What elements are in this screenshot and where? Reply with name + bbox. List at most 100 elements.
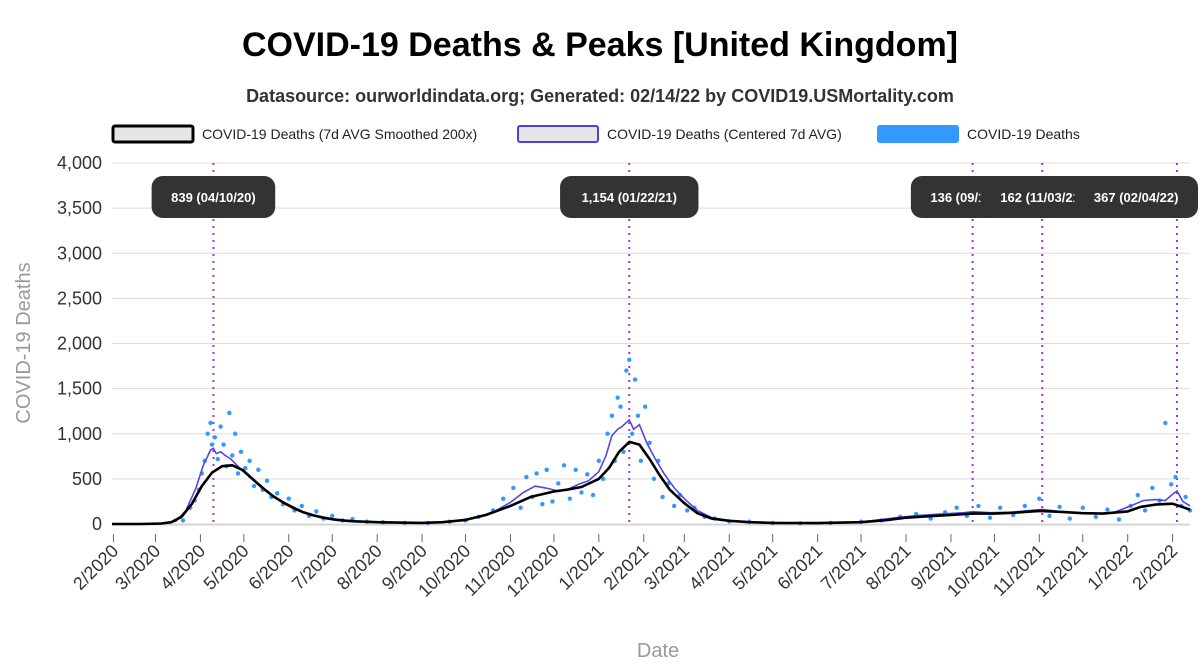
x-tick-label: 5/2021 [728,541,781,594]
daily-death-point [251,483,257,489]
daily-death-point [600,476,606,482]
peak-label-box [560,176,699,218]
x-tick-label: 3/2020 [111,541,164,594]
y-axis-title: COVID-19 Deaths [13,262,35,423]
legend-label-3: COVID-19 Deaths [967,126,1080,142]
daily-death-point [1047,513,1052,519]
daily-death-point [1150,485,1155,491]
daily-death-point [221,442,226,447]
daily-death-point [671,503,677,509]
peak-label-text: 367 (02/04/22) [1094,190,1179,205]
y-tick-label: 500 [72,469,102,489]
daily-death-point [638,458,644,464]
y-tick-label: 4,000 [57,153,102,173]
legend-label-2: COVID-19 Deaths (Centered 7d AVG) [607,126,842,142]
chart-subtitle: Datasource: ourworldindata.org; Generate… [246,86,954,106]
daily-death-point [685,508,690,513]
x-tick-label: 3/2021 [640,541,693,594]
x-tick-label: 6/2021 [773,541,826,594]
y-tick-label: 0 [92,514,102,534]
grid-lines [112,162,1190,525]
daily-death-point [1183,494,1188,500]
daily-death-point [232,431,238,436]
peak-label-box [1074,176,1198,218]
daily-death-point [264,478,270,483]
daily-death-point [609,413,615,418]
daily-death-point [1116,517,1122,522]
y-tick-label: 3,000 [57,243,102,263]
daily-death-point [1135,492,1141,498]
daily-death-point [561,463,567,468]
y-tick-label: 1,500 [57,379,102,399]
peak-label-box [980,176,1105,218]
daily-death-point [1067,516,1072,521]
daily-death-point [632,377,638,382]
daily-death-point [624,368,629,373]
daily-death-point [976,503,981,509]
x-tick-label: 4/2020 [156,541,209,594]
peak-labels: 839 (04/10/20) 1,154 (01/22/21) 136 (09/16… [151,176,1198,218]
peak-label-text: 162 (11/03/21) [1000,190,1084,205]
legend-swatch-1 [111,124,195,144]
daily-death-point [180,518,186,523]
daily-death-point [238,449,244,454]
daily-death-point [643,404,648,409]
x-tick-label: 7/2020 [288,541,341,594]
daily-death-point [635,413,641,418]
daily-death-point [299,503,305,509]
daily-death-point [651,476,657,482]
x-axis-title: Date [637,640,679,662]
daily-death-point [544,467,549,473]
daily-death-point [627,357,632,362]
y-tick-label: 2,000 [57,334,102,354]
daily-death-point [540,501,545,507]
daily-death-point [629,431,635,436]
daily-death-point [954,505,959,510]
x-tick-label: 1/2021 [555,541,608,594]
daily-death-point [1093,514,1099,519]
daily-death-point [618,404,623,409]
daily-death-point [212,435,218,440]
x-tick-label: 8/2021 [862,541,915,594]
daily-death-point [596,458,602,464]
daily-death-point [247,458,252,464]
daily-death-point [573,467,578,473]
daily-death-point [928,516,933,521]
daily-death-point [550,499,555,504]
x-axis: 2/20203/20204/20205/20206/20207/20208/20… [69,524,1190,601]
peak-label-text: 839 (04/10/20) [171,190,256,205]
x-tick-label: 6/2020 [245,541,298,594]
peak-label-box [151,176,276,218]
x-tick-label: 2/2020 [69,541,122,594]
daily-death-point [230,453,235,458]
daily-death-point [524,474,529,480]
daily-death-point [987,515,993,520]
x-tick-label: 2/2021 [600,541,653,594]
daily-death-point [1037,496,1042,501]
daily-death-point [256,467,261,473]
x-tick-label: 1/2022 [1083,541,1136,594]
daily-death-point [1163,420,1168,426]
daily-death-point [1080,505,1085,510]
daily-death-point [585,472,590,477]
daily-death-point [208,420,213,426]
x-tick-label: 7/2021 [817,541,870,594]
y-tick-label: 3,500 [57,198,102,218]
daily-death-point [511,485,516,491]
daily-death-point [209,442,215,447]
daily-death-point [556,481,561,486]
daily-death-point [534,471,539,476]
daily-death-point [1105,507,1110,512]
daily-death-point [1142,508,1148,513]
daily-death-point [227,410,232,416]
daily-death-point [1057,504,1062,510]
daily-death-point [590,492,596,498]
daily-death-point [621,449,626,454]
legend-swatch-2 [517,125,599,143]
daily-death-point [567,496,573,501]
daily-death-point [605,431,610,436]
daily-death-point [997,505,1003,510]
daily-death-point [1022,503,1028,509]
